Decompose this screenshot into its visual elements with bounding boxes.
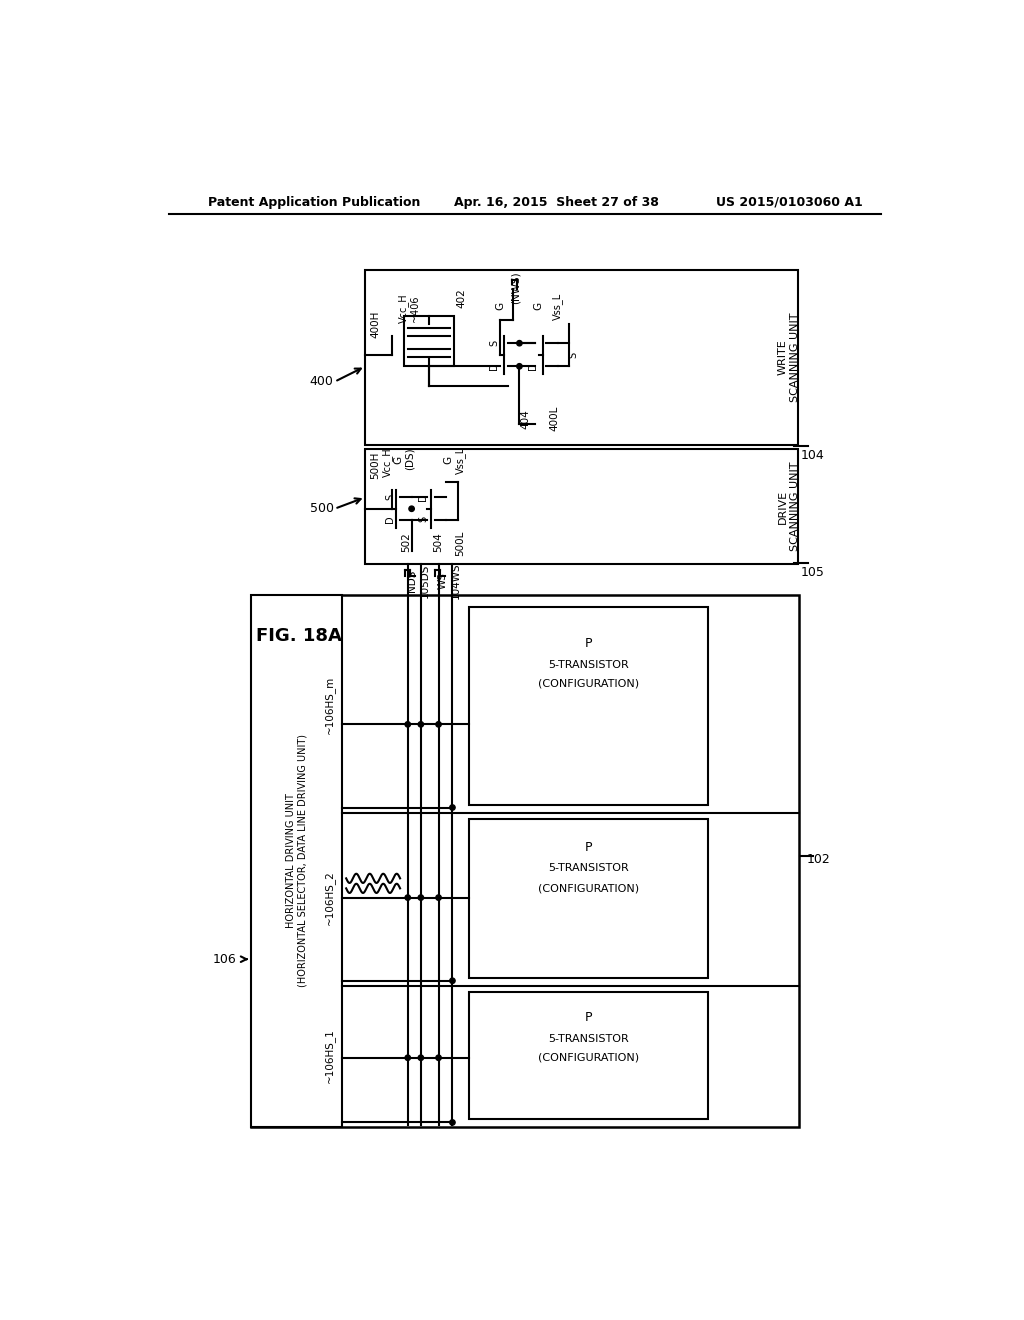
Text: Vcc_H: Vcc_H <box>398 294 410 323</box>
Bar <box>252 595 342 1127</box>
Text: D: D <box>418 494 428 502</box>
Bar <box>366 449 798 564</box>
Circle shape <box>517 363 522 370</box>
Text: WS: WS <box>437 572 447 589</box>
Text: 502: 502 <box>401 532 412 552</box>
Text: Vss_L: Vss_L <box>553 293 563 319</box>
Text: 400H: 400H <box>371 310 381 338</box>
Circle shape <box>436 722 441 727</box>
Text: S: S <box>418 516 428 521</box>
Text: 500: 500 <box>309 502 334 515</box>
Text: 402: 402 <box>457 289 467 309</box>
Text: P: P <box>585 841 593 854</box>
Text: G: G <box>393 457 403 465</box>
Circle shape <box>436 895 441 900</box>
Text: Vss_L: Vss_L <box>455 446 466 474</box>
Text: (DS): (DS) <box>406 447 415 470</box>
Circle shape <box>450 978 455 983</box>
Text: DRIVE
SCANNING UNIT: DRIVE SCANNING UNIT <box>778 462 800 552</box>
Text: 105: 105 <box>801 566 824 579</box>
Text: 105DS: 105DS <box>420 564 430 598</box>
Circle shape <box>406 722 411 727</box>
Text: G: G <box>443 457 454 465</box>
Text: 104: 104 <box>801 449 824 462</box>
Text: HORIZONTAL DRIVING UNIT
(HORIZONTAL SELECTOR, DATA LINE DRIVING UNIT): HORIZONTAL DRIVING UNIT (HORIZONTAL SELE… <box>286 734 307 987</box>
Bar <box>252 595 799 1127</box>
Circle shape <box>450 805 455 810</box>
Text: 400L: 400L <box>549 407 559 432</box>
Text: D: D <box>489 363 499 370</box>
Text: NDS: NDS <box>408 569 418 591</box>
Text: Patent Application Publication: Patent Application Publication <box>208 195 420 209</box>
Circle shape <box>517 341 522 346</box>
Text: ~106HS_2: ~106HS_2 <box>324 870 335 925</box>
Text: P: P <box>585 638 593 649</box>
Text: 404: 404 <box>520 409 530 429</box>
Text: (CONFIGURATION): (CONFIGURATION) <box>539 1053 639 1063</box>
Text: 5-TRANSISTOR: 5-TRANSISTOR <box>548 660 629 671</box>
Text: G: G <box>496 302 505 310</box>
Text: 5-TRANSISTOR: 5-TRANSISTOR <box>548 1034 629 1044</box>
Text: 106: 106 <box>213 953 237 966</box>
Text: 102: 102 <box>807 853 830 866</box>
Text: S: S <box>385 494 395 500</box>
Bar <box>469 818 708 978</box>
Text: 400: 400 <box>309 375 334 388</box>
Text: (NWS): (NWS) <box>511 272 520 304</box>
Circle shape <box>406 895 411 900</box>
Text: D: D <box>528 363 539 370</box>
Text: 500L: 500L <box>455 531 465 556</box>
Bar <box>366 271 798 445</box>
Text: (CONFIGURATION): (CONFIGURATION) <box>539 883 639 894</box>
Text: S: S <box>489 341 499 346</box>
Circle shape <box>409 506 415 511</box>
Text: 104WS: 104WS <box>451 562 461 599</box>
Text: WRITE
SCANNING UNIT: WRITE SCANNING UNIT <box>778 313 800 401</box>
Circle shape <box>418 895 424 900</box>
Text: Vcc_H: Vcc_H <box>382 447 392 478</box>
Text: P: P <box>585 1011 593 1024</box>
Bar <box>469 607 708 805</box>
Text: S: S <box>568 351 579 358</box>
Circle shape <box>436 1055 441 1060</box>
Text: 500H: 500H <box>371 451 381 479</box>
Text: US 2015/0103060 A1: US 2015/0103060 A1 <box>716 195 862 209</box>
Text: G: G <box>534 302 544 310</box>
Text: 504: 504 <box>433 532 443 552</box>
Text: D: D <box>385 515 395 523</box>
Text: Apr. 16, 2015  Sheet 27 of 38: Apr. 16, 2015 Sheet 27 of 38 <box>454 195 658 209</box>
Circle shape <box>418 722 424 727</box>
Circle shape <box>418 1055 424 1060</box>
Circle shape <box>406 1055 411 1060</box>
Text: FIG. 18A: FIG. 18A <box>256 627 342 644</box>
Circle shape <box>450 1119 455 1125</box>
Text: ~406: ~406 <box>411 296 421 322</box>
Text: (CONFIGURATION): (CONFIGURATION) <box>539 678 639 689</box>
Text: ~106HS_m: ~106HS_m <box>324 676 335 734</box>
Text: ~106HS_1: ~106HS_1 <box>324 1028 335 1082</box>
Text: 5-TRANSISTOR: 5-TRANSISTOR <box>548 863 629 874</box>
Bar <box>403 317 454 367</box>
Bar <box>469 993 708 1119</box>
